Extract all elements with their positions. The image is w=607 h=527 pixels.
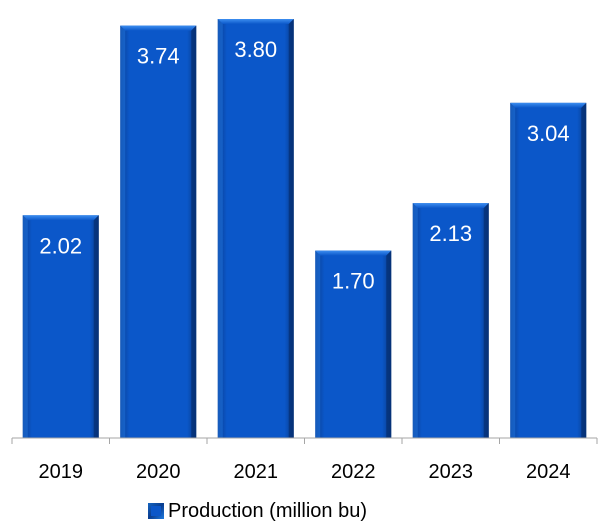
bars-layer: 2.02 3.74 3.80 1.70 2.13 3.04: [22, 19, 587, 439]
bar-data-label: 2.02: [39, 233, 82, 258]
bar-bevel-top: [510, 102, 587, 108]
x-axis-tick-labels: 2019 2020 2021 2022 2023 2024: [39, 461, 571, 483]
bar-bevel-right: [483, 203, 489, 438]
bar-bevel-left: [217, 19, 223, 439]
bar-group: [510, 102, 587, 439]
bar-data-label: 3.80: [234, 37, 277, 62]
bar-bevel-right: [288, 19, 294, 439]
bar-group: [412, 203, 489, 438]
bar-bevel-right: [581, 102, 587, 439]
bar-bevel-left: [510, 102, 516, 439]
bar-data-label: 3.04: [527, 121, 570, 146]
x-tick-label: 2019: [39, 461, 84, 483]
bar-bevel-top: [412, 203, 489, 209]
x-tick-label: 2021: [234, 461, 279, 483]
x-tick-label: 2020: [136, 461, 181, 483]
bar: [315, 250, 392, 438]
bar-bevel-left: [120, 25, 126, 439]
bar-bevel-right: [191, 25, 197, 439]
bar: [510, 102, 587, 439]
x-tick-label: 2024: [526, 461, 571, 483]
bar-bevel-left: [22, 215, 28, 438]
bar-chart: 2.02 3.74 3.80 1.70 2.13 3.04 2019 2020 2021 202…: [11, 19, 598, 483]
bar-group: [120, 25, 197, 439]
bar-group: [217, 19, 294, 439]
legend: Production (million bu): [148, 499, 367, 523]
bar-group: [315, 250, 392, 438]
bar-group: [22, 215, 99, 438]
bar-bevel-right: [386, 250, 392, 438]
bar: [120, 25, 197, 439]
bar-swatch-icon: [148, 503, 164, 519]
bar-data-label: 2.13: [429, 221, 472, 246]
bar: [22, 215, 99, 438]
bar-bevel-left: [412, 203, 418, 438]
bar-bevel-top: [120, 25, 197, 31]
legend-label: Production (million bu): [168, 499, 367, 522]
bar: [217, 19, 294, 439]
bar-bevel-top: [315, 250, 392, 256]
x-axis-ticks: [11, 438, 598, 444]
bar-bevel-top: [217, 19, 294, 25]
bar-bevel-left: [315, 250, 321, 438]
bar-bevel-top: [22, 215, 99, 221]
bar-bevel-right: [93, 215, 99, 438]
bar-data-label: 3.74: [137, 44, 180, 69]
bar-data-label: 1.70: [332, 269, 375, 294]
bar: [412, 203, 489, 438]
x-tick-label: 2023: [429, 461, 474, 483]
x-tick-label: 2022: [331, 461, 376, 483]
